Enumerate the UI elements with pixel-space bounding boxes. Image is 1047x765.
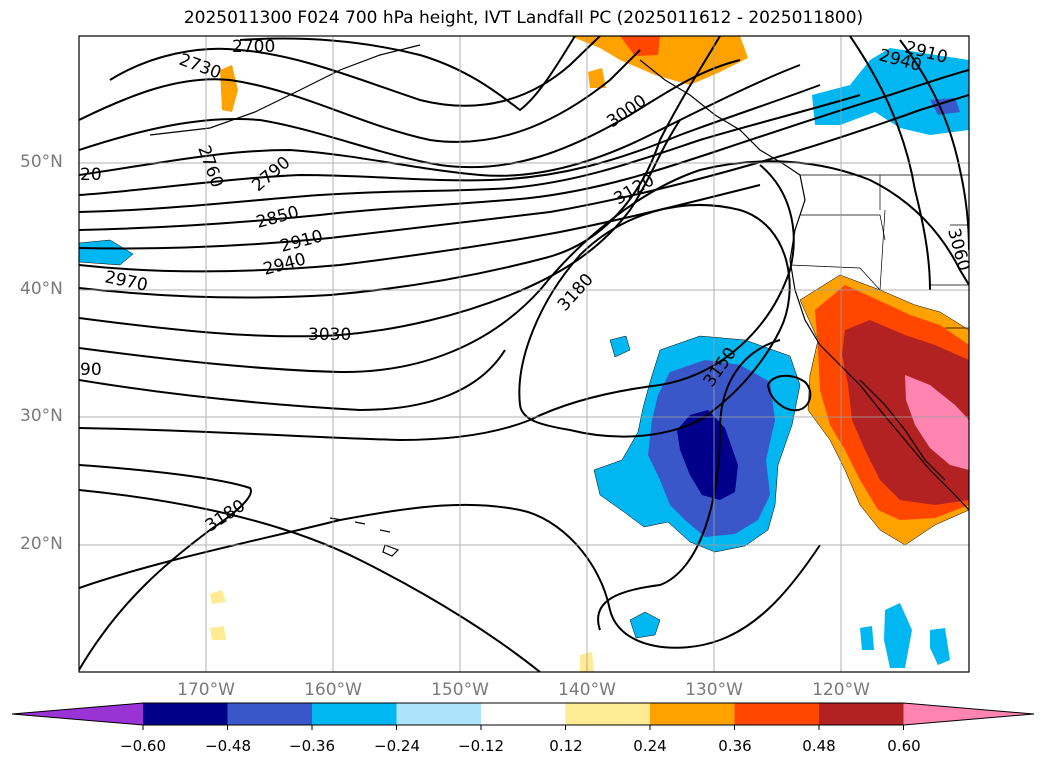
negative-anomaly-west [79,239,134,266]
colorbar-segment [227,703,313,725]
height-contours [79,36,969,672]
colorbar-extend-min [12,703,143,725]
colorbar-extend-max [903,703,1034,725]
contour-3180-closed-low [766,374,812,412]
contour-east-ridge-2 [849,36,931,291]
lon-label-130w: 130°W [685,680,743,700]
contour-2940 [79,94,969,250]
colorbar-segment [396,703,482,725]
positive-anomaly-small-4 [210,626,226,640]
contour-2730 [109,36,601,107]
lat-lon-grid [79,36,969,672]
contour-3150 [597,339,781,631]
ivt-shading [79,36,969,672]
positive-anomaly-small-2 [588,68,606,88]
colorbar-tick-label: −0.36 [289,737,335,755]
contour-3180-main [518,204,791,438]
colorbar-segment [481,703,566,725]
lon-label-170w: 170°W [177,680,235,700]
coastline-baja [859,379,946,481]
negative-anomaly-small-5 [860,626,874,650]
positive-anomaly-max [905,375,969,470]
contour-2820 [79,64,801,177]
positive-anomaly-north-core [620,36,660,56]
state-border-2 [789,209,886,291]
contour-2790 [79,59,741,169]
contour-label: 3030 [308,325,351,345]
colorbar-tick-label: −0.24 [374,737,420,755]
negative-anomaly-small-2 [609,335,631,358]
colorbar-tick-label: 0.60 [887,737,921,755]
contour-3180-south [79,503,821,649]
negative-anomaly-small-3 [884,603,912,668]
negative-anomaly-small-1 [629,611,661,639]
contour-3000 [79,36,721,299]
positive-anomaly-small-1 [220,65,238,112]
lon-label-150w: 150°W [431,680,489,700]
colorbar-tick-label: −0.60 [120,737,166,755]
colorbar-segments [11,702,1035,730]
colorbar-segment [650,703,735,725]
colorbar-segment [312,703,397,725]
negative-anomaly-north [812,48,969,135]
negative-anomaly-small-4 [930,628,950,665]
lat-label-40n: 40°N [20,279,63,299]
contour-2850 [79,84,821,196]
lat-label-30n: 30°N [20,406,63,426]
lon-label-160w: 160°W [304,680,362,700]
colorbar-segment [734,703,820,725]
state-border-4 [930,284,969,329]
contour-2880 [79,94,861,213]
contour-label: 90 [80,360,102,380]
state-border-5 [879,175,969,226]
negative-anomaly-core [677,410,738,500]
positive-anomaly-small-3 [210,590,226,604]
contour-3090 [79,349,506,412]
contour-3180-west [79,464,252,671]
hawaii-islands [329,517,400,557]
contour-3060 [79,160,969,374]
contour-2760 [79,49,641,143]
colorbar-tick-label: −0.12 [458,737,504,755]
state-border-3 [800,214,886,241]
colorbar-tick-label: 0.12 [549,737,583,755]
lon-label-140w: 140°W [558,680,616,700]
colorbar-tick-label: −0.48 [205,737,251,755]
plot-title: 2025011300 F024 700 hPa height, IVT Land… [183,8,864,28]
colorbar-segment [819,703,904,725]
colorbar-segment [565,703,651,725]
contour-2910 [79,69,969,231]
lon-label-120w: 120°W [812,680,870,700]
colorbar-segment [143,703,228,725]
colorbar-tick-label: 0.48 [802,737,836,755]
contour-3120 [79,164,795,442]
colorbar-tick-label: 0.36 [718,737,752,755]
map-frame [78,35,970,673]
lat-label-20n: 20°N [20,534,63,554]
contour-3210 [79,489,541,672]
lat-label-50n: 50°N [20,152,63,172]
colorbar-tick-label: 0.24 [633,737,667,755]
contour-3030 [79,119,681,338]
contour-label: 2700 [232,37,275,57]
contour-label: 20 [80,165,102,185]
positive-anomaly-high [842,320,969,505]
coastline-alaska-peninsula [149,44,421,136]
